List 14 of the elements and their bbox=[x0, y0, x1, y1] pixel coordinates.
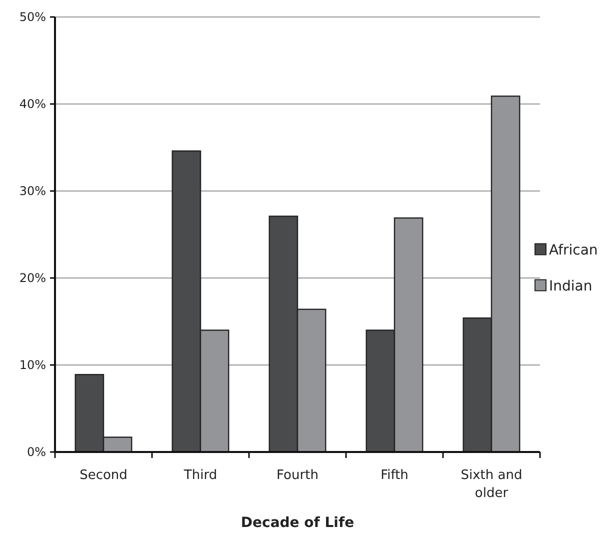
y-tick-label: 50% bbox=[19, 10, 46, 24]
y-tick-label: 0% bbox=[26, 445, 46, 460]
x-tick-label: Fourth bbox=[276, 468, 318, 483]
x-tick-label: Fifth bbox=[380, 468, 408, 483]
y-tick-label: 30% bbox=[19, 184, 46, 198]
legend-label: African bbox=[549, 242, 598, 259]
y-tick-label: 20% bbox=[19, 271, 46, 286]
y-tick-label: 10% bbox=[19, 358, 46, 372]
x-tick-label: Sixth and older bbox=[460, 468, 522, 501]
y-tick-label: 40% bbox=[19, 97, 46, 112]
x-tick-label: Second bbox=[80, 468, 128, 483]
x-tick-label: Third bbox=[182, 468, 218, 483]
x-axis-title: Decade of Life bbox=[240, 515, 354, 531]
legend-label: Indian bbox=[549, 278, 592, 295]
